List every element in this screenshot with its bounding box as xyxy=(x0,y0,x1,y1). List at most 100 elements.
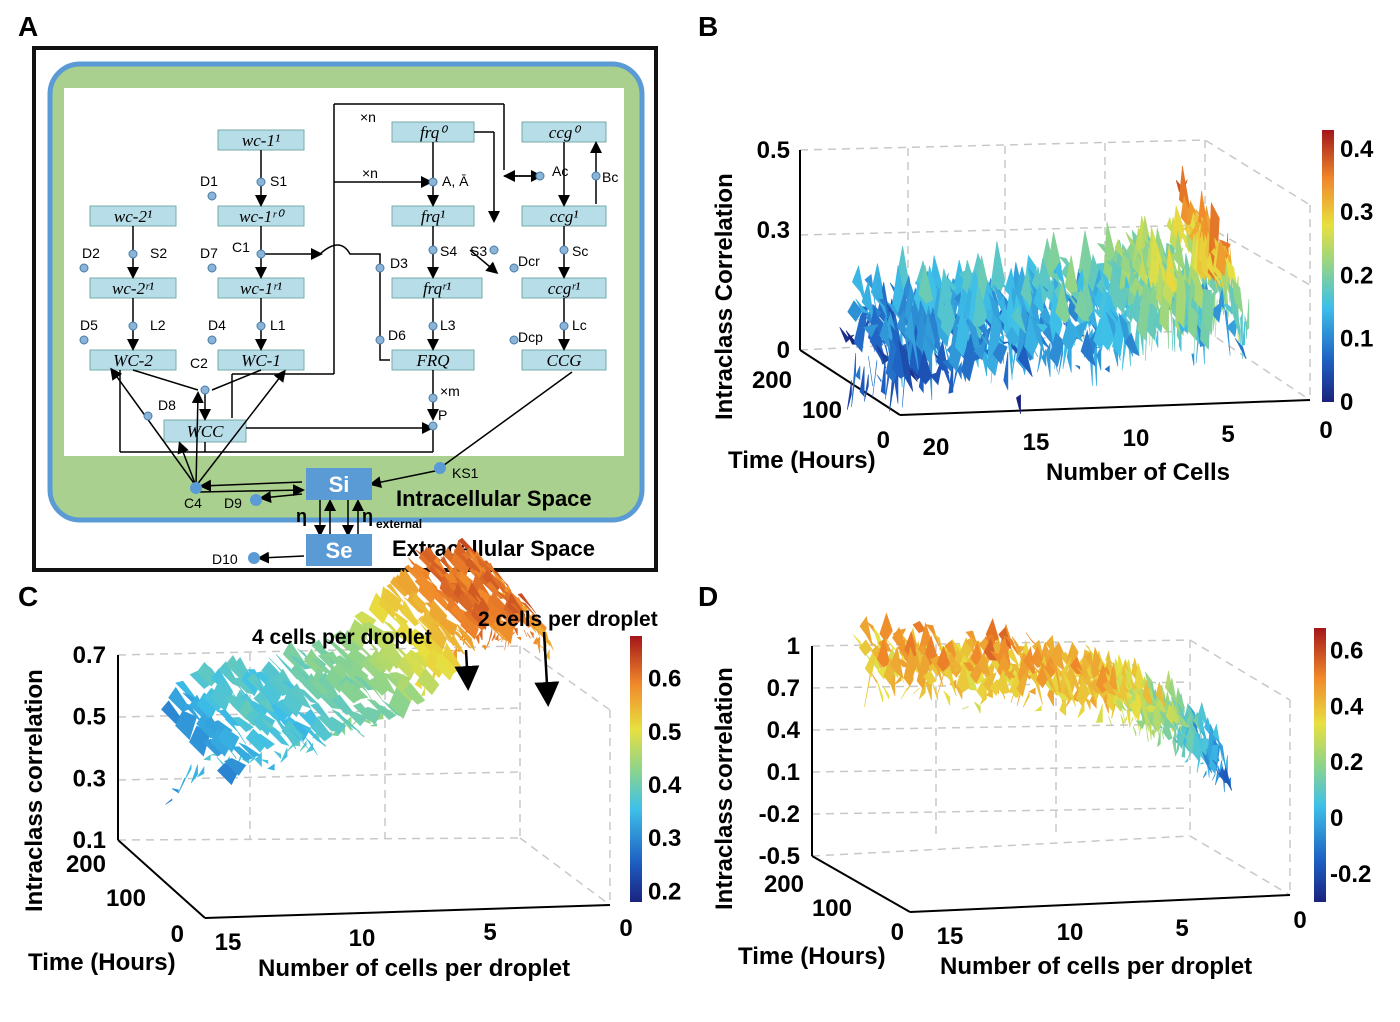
surface-facet xyxy=(481,644,486,651)
box-frqr1-label: frqʳ¹ xyxy=(423,279,451,298)
surface-facet xyxy=(1165,244,1178,293)
surface-facet xyxy=(986,311,1002,376)
y-tick-label: 0 xyxy=(891,919,904,946)
panel-a: A wc-1¹ wc-1ʳ⁰ wc-1ʳ¹ WC-1 wc-2¹ wc-2ʳ¹ … xyxy=(18,11,658,572)
surface-facet xyxy=(295,728,318,756)
surface-facet xyxy=(1058,657,1072,684)
colorbar-tick-label: 0.6 xyxy=(1330,637,1363,664)
surface-facet xyxy=(1068,318,1083,343)
panel-b-surface xyxy=(839,165,1250,415)
surface-facet xyxy=(296,687,319,704)
surface-facet xyxy=(1102,679,1117,696)
surface-facet xyxy=(375,630,398,655)
surface-facet xyxy=(1120,714,1125,729)
surface-facet xyxy=(1139,687,1150,732)
surface-facet xyxy=(1198,738,1209,763)
label-D9: D9 xyxy=(224,495,242,511)
colorbar-tick-label: 0.4 xyxy=(648,772,682,799)
surface-facet xyxy=(290,654,313,670)
label-D5: D5 xyxy=(80,317,98,333)
surface-facet xyxy=(238,742,261,758)
panel-letter-a: A xyxy=(18,11,38,42)
box-CCG-label: CCG xyxy=(547,351,582,370)
surface-facet xyxy=(1132,725,1137,737)
surface-facet xyxy=(1080,329,1096,367)
surface-facet xyxy=(189,670,212,689)
z-tick-label: 0.4 xyxy=(767,717,801,744)
box-ccg1-label: ccg¹ xyxy=(550,207,579,226)
surface-facet xyxy=(1184,757,1189,763)
surface-facet xyxy=(1191,353,1195,366)
surface-facet xyxy=(345,711,368,727)
surface-facet xyxy=(1017,343,1033,377)
surface-facet xyxy=(998,304,1014,365)
surface-facet xyxy=(339,678,362,704)
surface-facet xyxy=(496,619,515,645)
surface-facet xyxy=(929,655,944,687)
surface-facet xyxy=(345,683,369,700)
surface-facet xyxy=(1156,728,1161,748)
surface-facet xyxy=(1016,394,1021,415)
label-S2: S2 xyxy=(150,245,167,261)
y-tick-label: 200 xyxy=(66,851,106,878)
label-Dcp: Dcp xyxy=(518,329,543,345)
label-L2: L2 xyxy=(150,317,166,333)
panel-d-zlabel: Intraclass correlation xyxy=(711,667,738,910)
surface-facet xyxy=(382,620,405,641)
surface-facet xyxy=(539,645,544,649)
colorbar-tick-label: 0 xyxy=(1340,389,1353,416)
label-L3: L3 xyxy=(440,317,456,333)
surface-facet xyxy=(460,612,479,640)
surface-facet xyxy=(992,342,1008,365)
surface-facet xyxy=(1202,770,1207,779)
surface-facet xyxy=(1242,320,1245,346)
surface-facet xyxy=(1030,314,1046,356)
surface-facet xyxy=(491,631,496,642)
surface-facet xyxy=(386,583,405,605)
surface-facet xyxy=(403,683,426,705)
z-tick-label: -0.2 xyxy=(759,801,800,828)
surface-facet xyxy=(918,264,934,304)
surface-facet xyxy=(949,667,964,678)
surface-facet xyxy=(248,755,256,764)
surface-facet xyxy=(839,327,855,343)
surface-facet xyxy=(940,290,956,338)
surface-facet xyxy=(876,679,884,703)
surface-facet xyxy=(1218,239,1231,251)
surface-facet xyxy=(847,300,863,323)
surface-facet xyxy=(1104,365,1110,373)
annotation-2-cells-arrow xyxy=(534,631,560,707)
surface-facet xyxy=(347,619,370,650)
surface-facet xyxy=(1152,701,1163,733)
z-tick-label: 0.1 xyxy=(767,759,800,786)
box-wc2-1-label: wc-2¹ xyxy=(114,207,152,226)
surface-facet xyxy=(189,725,211,757)
surface-facet xyxy=(1124,332,1140,357)
z-tick-label: 0.3 xyxy=(757,217,790,244)
surface-facet xyxy=(1108,715,1112,727)
label-xm: ×m xyxy=(440,383,460,399)
surface-facet xyxy=(1171,707,1183,736)
surface-facet xyxy=(1199,761,1204,765)
surface-facet xyxy=(1022,692,1030,708)
surface-facet xyxy=(370,723,377,727)
panel-c-xlabel: Number of cells per droplet xyxy=(258,955,570,982)
surface-facet xyxy=(1225,256,1238,287)
surface-facet xyxy=(217,709,241,727)
colorbar-tick-label: 0.3 xyxy=(648,825,681,852)
label-S3: S3 xyxy=(470,243,487,259)
surface-facet xyxy=(870,671,877,684)
surface-facet xyxy=(1135,720,1146,730)
surface-facet xyxy=(1132,694,1143,722)
label-L1: L1 xyxy=(270,317,286,333)
surface-facet xyxy=(516,636,521,641)
surface-facet xyxy=(338,713,361,733)
surface-facet xyxy=(1231,277,1244,315)
surface-facet xyxy=(1011,305,1027,334)
surface-facet xyxy=(1096,346,1102,371)
surface-facet xyxy=(904,311,920,375)
surface-facet xyxy=(274,750,282,760)
surface-facet xyxy=(1115,699,1126,724)
label-P: P xyxy=(438,407,447,423)
